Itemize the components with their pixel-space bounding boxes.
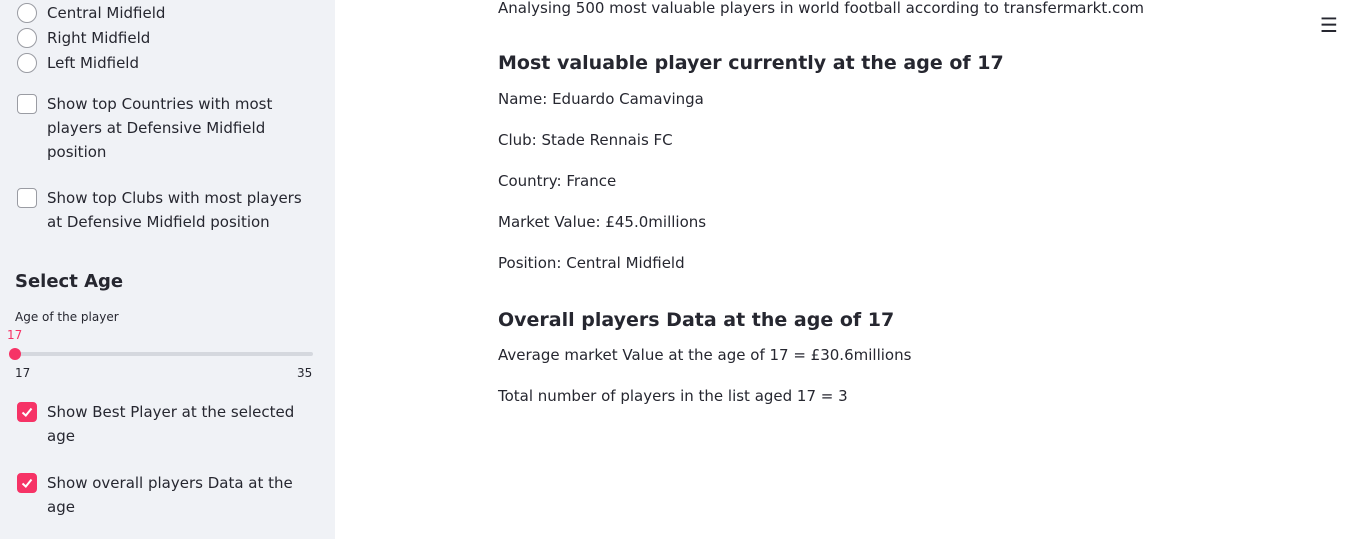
checkbox-overall-data[interactable]: Show overall players Data at the age <box>17 471 307 519</box>
radio-left-midfield[interactable]: Left Midfield <box>17 52 139 74</box>
checkbox-best-player[interactable]: Show Best Player at the selected age <box>17 400 307 448</box>
checkbox-label: Show top Countries with most players at … <box>47 95 273 161</box>
radio-label: Central Midfield <box>47 4 166 22</box>
checkbox-checked-icon[interactable] <box>17 473 37 493</box>
checkbox-checked-icon[interactable] <box>17 402 37 422</box>
checkmark-icon <box>21 407 33 417</box>
radio-circle-icon[interactable] <box>17 3 37 23</box>
intro-text: Analysing 500 most valuable players in w… <box>498 0 1145 17</box>
age-slider-label: Age of the player <box>15 310 119 324</box>
age-slider-thumb[interactable] <box>9 348 21 360</box>
radio-circle-icon[interactable] <box>17 28 37 48</box>
checkbox-top-countries[interactable]: Show top Countries with most players at … <box>17 92 307 164</box>
checkbox-unchecked-icon[interactable] <box>17 94 37 114</box>
age-slider-min: 17 <box>15 366 31 380</box>
radio-circle-icon[interactable] <box>17 53 37 73</box>
checkbox-label: Show Best Player at the selected age <box>47 403 295 445</box>
radio-right-midfield[interactable]: Right Midfield <box>17 27 150 49</box>
checkbox-label: Show top Clubs with most players at Defe… <box>47 189 302 231</box>
player-position: Position: Central Midfield <box>498 254 685 272</box>
hamburger-menu-icon[interactable]: ☰ <box>1320 13 1338 37</box>
sidebar: Central Midfield Right Midfield Left Mid… <box>0 0 335 539</box>
player-name: Name: Eduardo Camavinga <box>498 90 704 108</box>
age-slider-max: 35 <box>297 366 313 380</box>
select-age-title: Select Age <box>15 271 124 292</box>
main-content: ☰ Analysing 500 most valuable players in… <box>335 0 1349 539</box>
age-slider-value: 17 <box>7 328 23 342</box>
player-market-value: Market Value: £45.0millions <box>498 213 707 231</box>
total-players: Total number of players in the list aged… <box>498 387 848 405</box>
radio-central-midfield[interactable]: Central Midfield <box>17 2 165 24</box>
radio-label: Right Midfield <box>47 29 151 47</box>
age-slider-track[interactable] <box>15 352 313 356</box>
best-player-heading: Most valuable player currently at the ag… <box>498 52 1004 74</box>
player-country: Country: France <box>498 172 617 190</box>
radio-label: Left Midfield <box>47 54 139 72</box>
checkmark-icon <box>21 478 33 488</box>
player-club: Club: Stade Rennais FC <box>498 131 673 149</box>
checkbox-label: Show overall players Data at the age <box>47 474 293 516</box>
checkbox-unchecked-icon[interactable] <box>17 188 37 208</box>
average-market-value: Average market Value at the age of 17 = … <box>498 346 912 364</box>
checkbox-top-clubs[interactable]: Show top Clubs with most players at Defe… <box>17 186 307 234</box>
overall-heading: Overall players Data at the age of 17 <box>498 309 895 331</box>
